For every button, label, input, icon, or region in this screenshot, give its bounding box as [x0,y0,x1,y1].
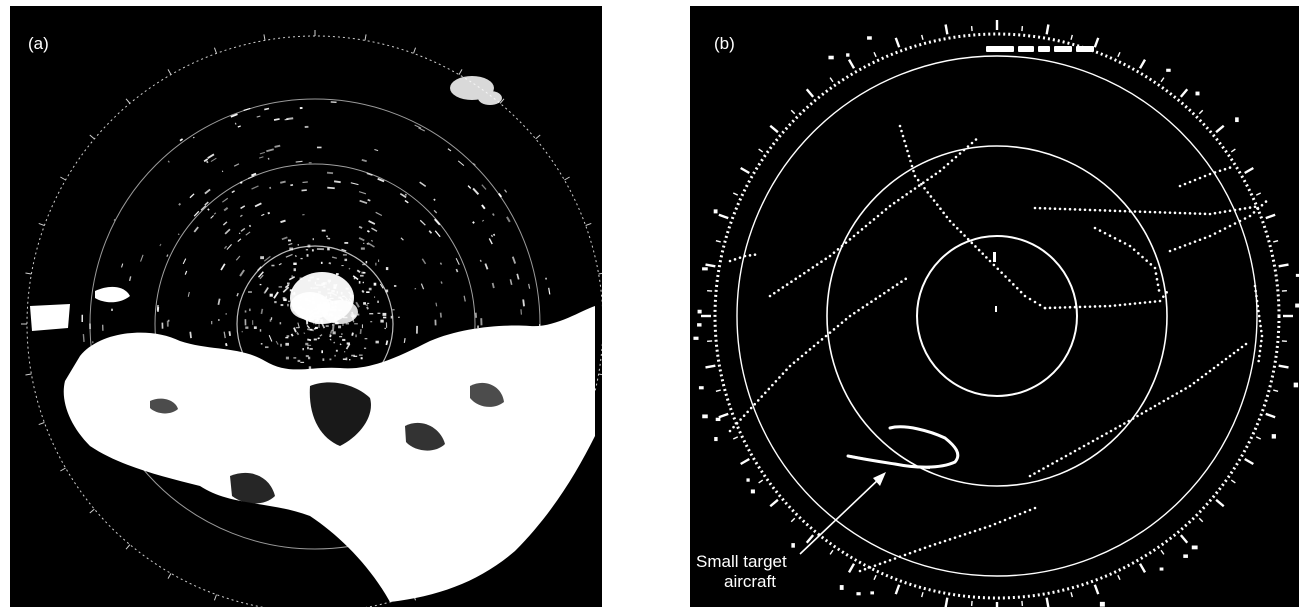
center-echo [993,252,996,262]
outer-range-ring-a [26,35,602,607]
annotation-arrow-head [873,472,886,486]
annotation-label-line2: aircraft [724,572,776,591]
top-right-clutter [450,76,502,105]
scope-header-marks [986,46,1094,52]
radar-scope-b-graphic [693,20,1299,607]
annotation-arrow-line [799,477,881,555]
range-ring-2-b [826,145,1168,487]
aircraft-tracks [728,124,1268,573]
central-clutter [290,272,358,324]
center-echo-2 [995,306,997,312]
bearing-scale-ring [713,32,1281,600]
range-ring-3-b [736,55,1258,577]
panel-label-b: (b) [714,34,735,53]
range-ring-1-b [916,235,1078,397]
panel-label-a: (a) [28,34,49,53]
annotation-label-line1: Small target [696,552,787,571]
small-target-track [846,425,960,469]
weather-clutter-holes [150,382,504,504]
bearing-scale-ticks-b [693,20,1299,607]
small-target-track-b [849,455,931,469]
radar-scope-b: (b) Small target aircraft [690,6,1299,607]
weather-clutter-mass [30,286,595,602]
radar-scope-a-graphic [21,30,602,607]
radar-scope-a: (a) [10,6,602,607]
